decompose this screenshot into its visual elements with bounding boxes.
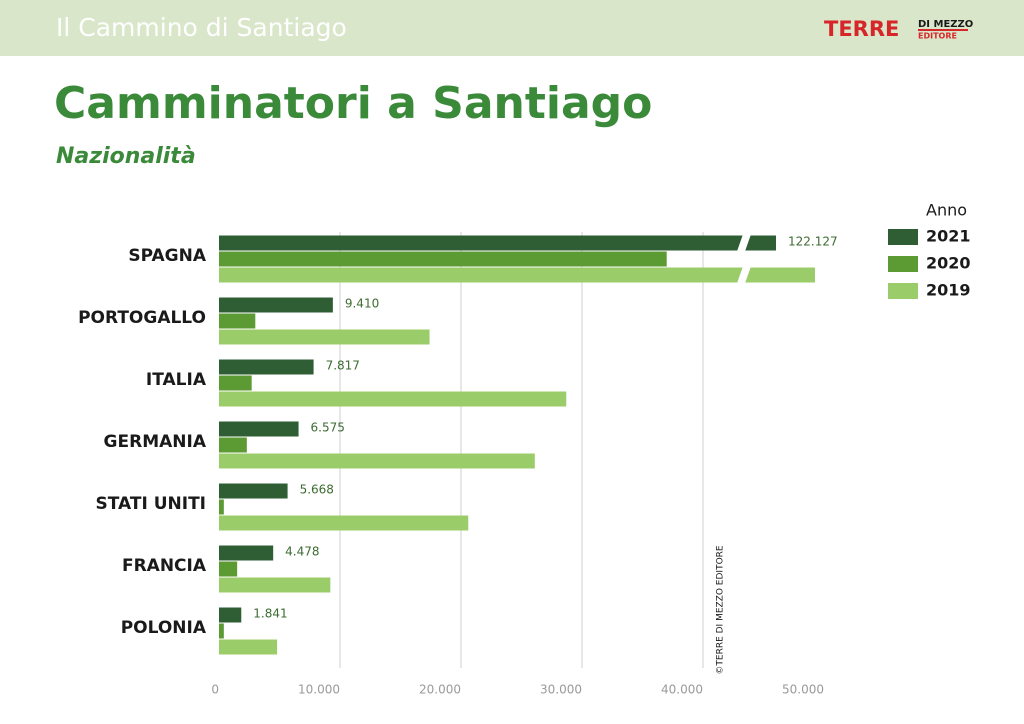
x-tick-label: 0 [211,683,219,697]
bar [219,313,256,329]
x-tick-label: 10.000 [298,683,340,697]
bar [219,561,238,577]
value-label: 122.127 [788,235,838,249]
bar [219,515,469,531]
value-label: 7.817 [326,359,360,373]
x-tick-label: 40.000 [661,683,703,697]
bar [219,499,224,515]
legend-swatch [888,256,918,272]
value-label: 5.668 [300,483,334,497]
bar [219,391,567,407]
logo-main: TERRE [824,17,899,41]
bar [219,453,535,469]
credit: ©TERRE DI MEZZO EDITORE [716,545,726,675]
category-label: STATI UNITI [96,494,206,514]
bar [219,623,224,639]
value-label: 6.575 [311,421,345,435]
chart-subtitle: Nazionalità [56,144,196,169]
axis-break [736,266,751,284]
bar [219,577,331,593]
category-label: FRANCIA [122,556,207,576]
legend-swatch [888,283,918,299]
category-label: ITALIA [146,370,207,390]
legend-label: 2019 [926,281,971,300]
value-label: 1.841 [253,607,287,621]
value-label: 4.478 [285,545,319,559]
legend-label: 2021 [926,227,971,246]
bar [219,421,299,437]
category-label: POLONIA [121,618,207,638]
bar [219,483,288,499]
legend-swatch [888,229,918,245]
x-tick-label: 20.000 [419,683,461,697]
bar [219,437,247,453]
header-band [0,0,1024,56]
bar [219,375,252,391]
bar [219,297,333,313]
axis-break [736,234,751,252]
bar [219,359,314,375]
bar [219,251,667,267]
bar [219,545,274,561]
category-label: SPAGNA [128,246,206,266]
bar [219,267,815,283]
x-tick-label: 50.000 [782,683,824,697]
category-label: PORTOGALLO [78,308,206,328]
category-label: GERMANIA [104,432,207,452]
chart-title: Camminatori a Santiago [54,78,652,129]
bar [219,329,430,345]
x-tick-label: 30.000 [540,683,582,697]
logo-sub: DI MEZZO [918,19,973,30]
legend-title: Anno [926,201,967,220]
legend-label: 2020 [926,254,971,273]
bar [219,639,278,655]
logo-sub2: EDITORE [918,32,957,41]
bar [219,235,776,251]
bar [219,607,242,623]
header-title: Il Cammino di Santiago [56,13,347,42]
value-label: 9.410 [345,297,379,311]
